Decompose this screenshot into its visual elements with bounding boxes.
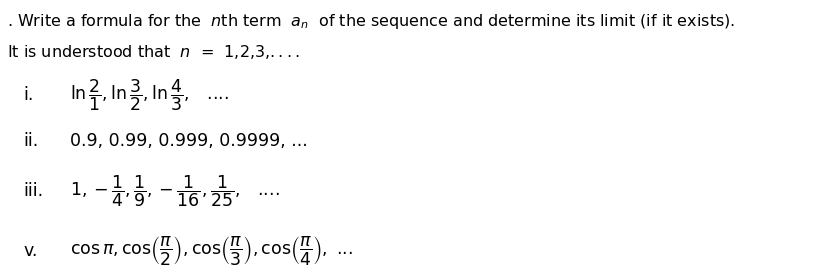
Text: . Write a formula for the  $\mathit{n}$th term  $a_n$  of the sequence and deter: . Write a formula for the $\mathit{n}$th… [7, 12, 735, 31]
Text: v.: v. [23, 242, 37, 260]
Text: 0.9, 0.99, 0.999, 0.9999, ...: 0.9, 0.99, 0.999, 0.9999, ... [70, 132, 308, 150]
Text: $\ln\dfrac{2}{1}, \ln\dfrac{3}{2}, \ln\dfrac{4}{3},$  ....: $\ln\dfrac{2}{1}, \ln\dfrac{3}{2}, \ln\d… [70, 77, 229, 112]
Text: iii.: iii. [23, 182, 43, 200]
Text: $\cos\pi, \cos\!\left(\dfrac{\pi}{2}\right), \cos\!\left(\dfrac{\pi}{3}\right), : $\cos\pi, \cos\!\left(\dfrac{\pi}{2}\rig… [70, 234, 353, 267]
Text: $1, -\dfrac{1}{4}, \dfrac{1}{9}, -\dfrac{1}{16}, \dfrac{1}{25},$  ....: $1, -\dfrac{1}{4}, \dfrac{1}{9}, -\dfrac… [70, 173, 280, 209]
Text: i.: i. [23, 86, 34, 104]
Text: ii.: ii. [23, 132, 38, 150]
Text: It is understood that  $n$  =  1,2,3,. . . .: It is understood that $n$ = 1,2,3,. . . … [7, 43, 299, 61]
